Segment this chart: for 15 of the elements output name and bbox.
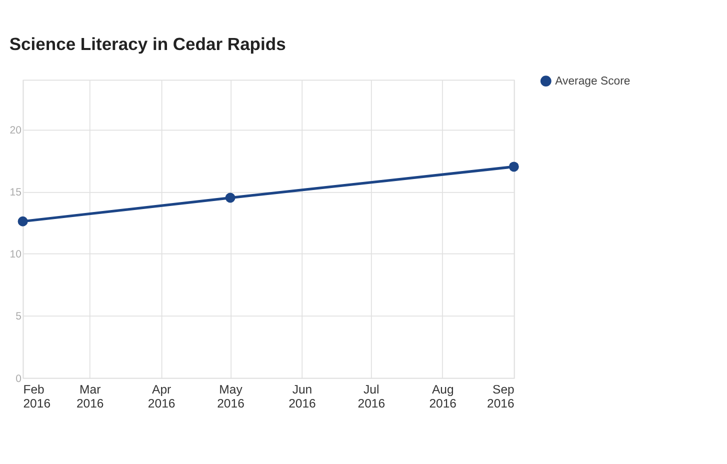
x-tick-label: Apr 2016 bbox=[148, 382, 176, 410]
y-tick-label: 15 bbox=[10, 186, 22, 199]
x-tick-label: Mar 2016 bbox=[76, 382, 104, 410]
y-tick-label: 10 bbox=[10, 248, 22, 261]
x-tick-label: Sep 2016 bbox=[487, 382, 515, 410]
y-tick-label: 20 bbox=[10, 124, 22, 136]
y-tick-label: 0 bbox=[16, 372, 22, 385]
legend-label: Average Score bbox=[555, 76, 630, 88]
x-tick-label: Jul 2016 bbox=[358, 382, 386, 410]
x-tick-label: Jun 2016 bbox=[288, 382, 316, 410]
y-tick-label: 5 bbox=[16, 310, 22, 323]
x-tick-label: Feb 2016 bbox=[23, 382, 51, 410]
x-tick-label: Aug 2016 bbox=[429, 382, 457, 410]
chart-title: Science Literacy in Cedar Rapids bbox=[9, 34, 286, 54]
x-tick-label: May 2016 bbox=[217, 382, 245, 410]
